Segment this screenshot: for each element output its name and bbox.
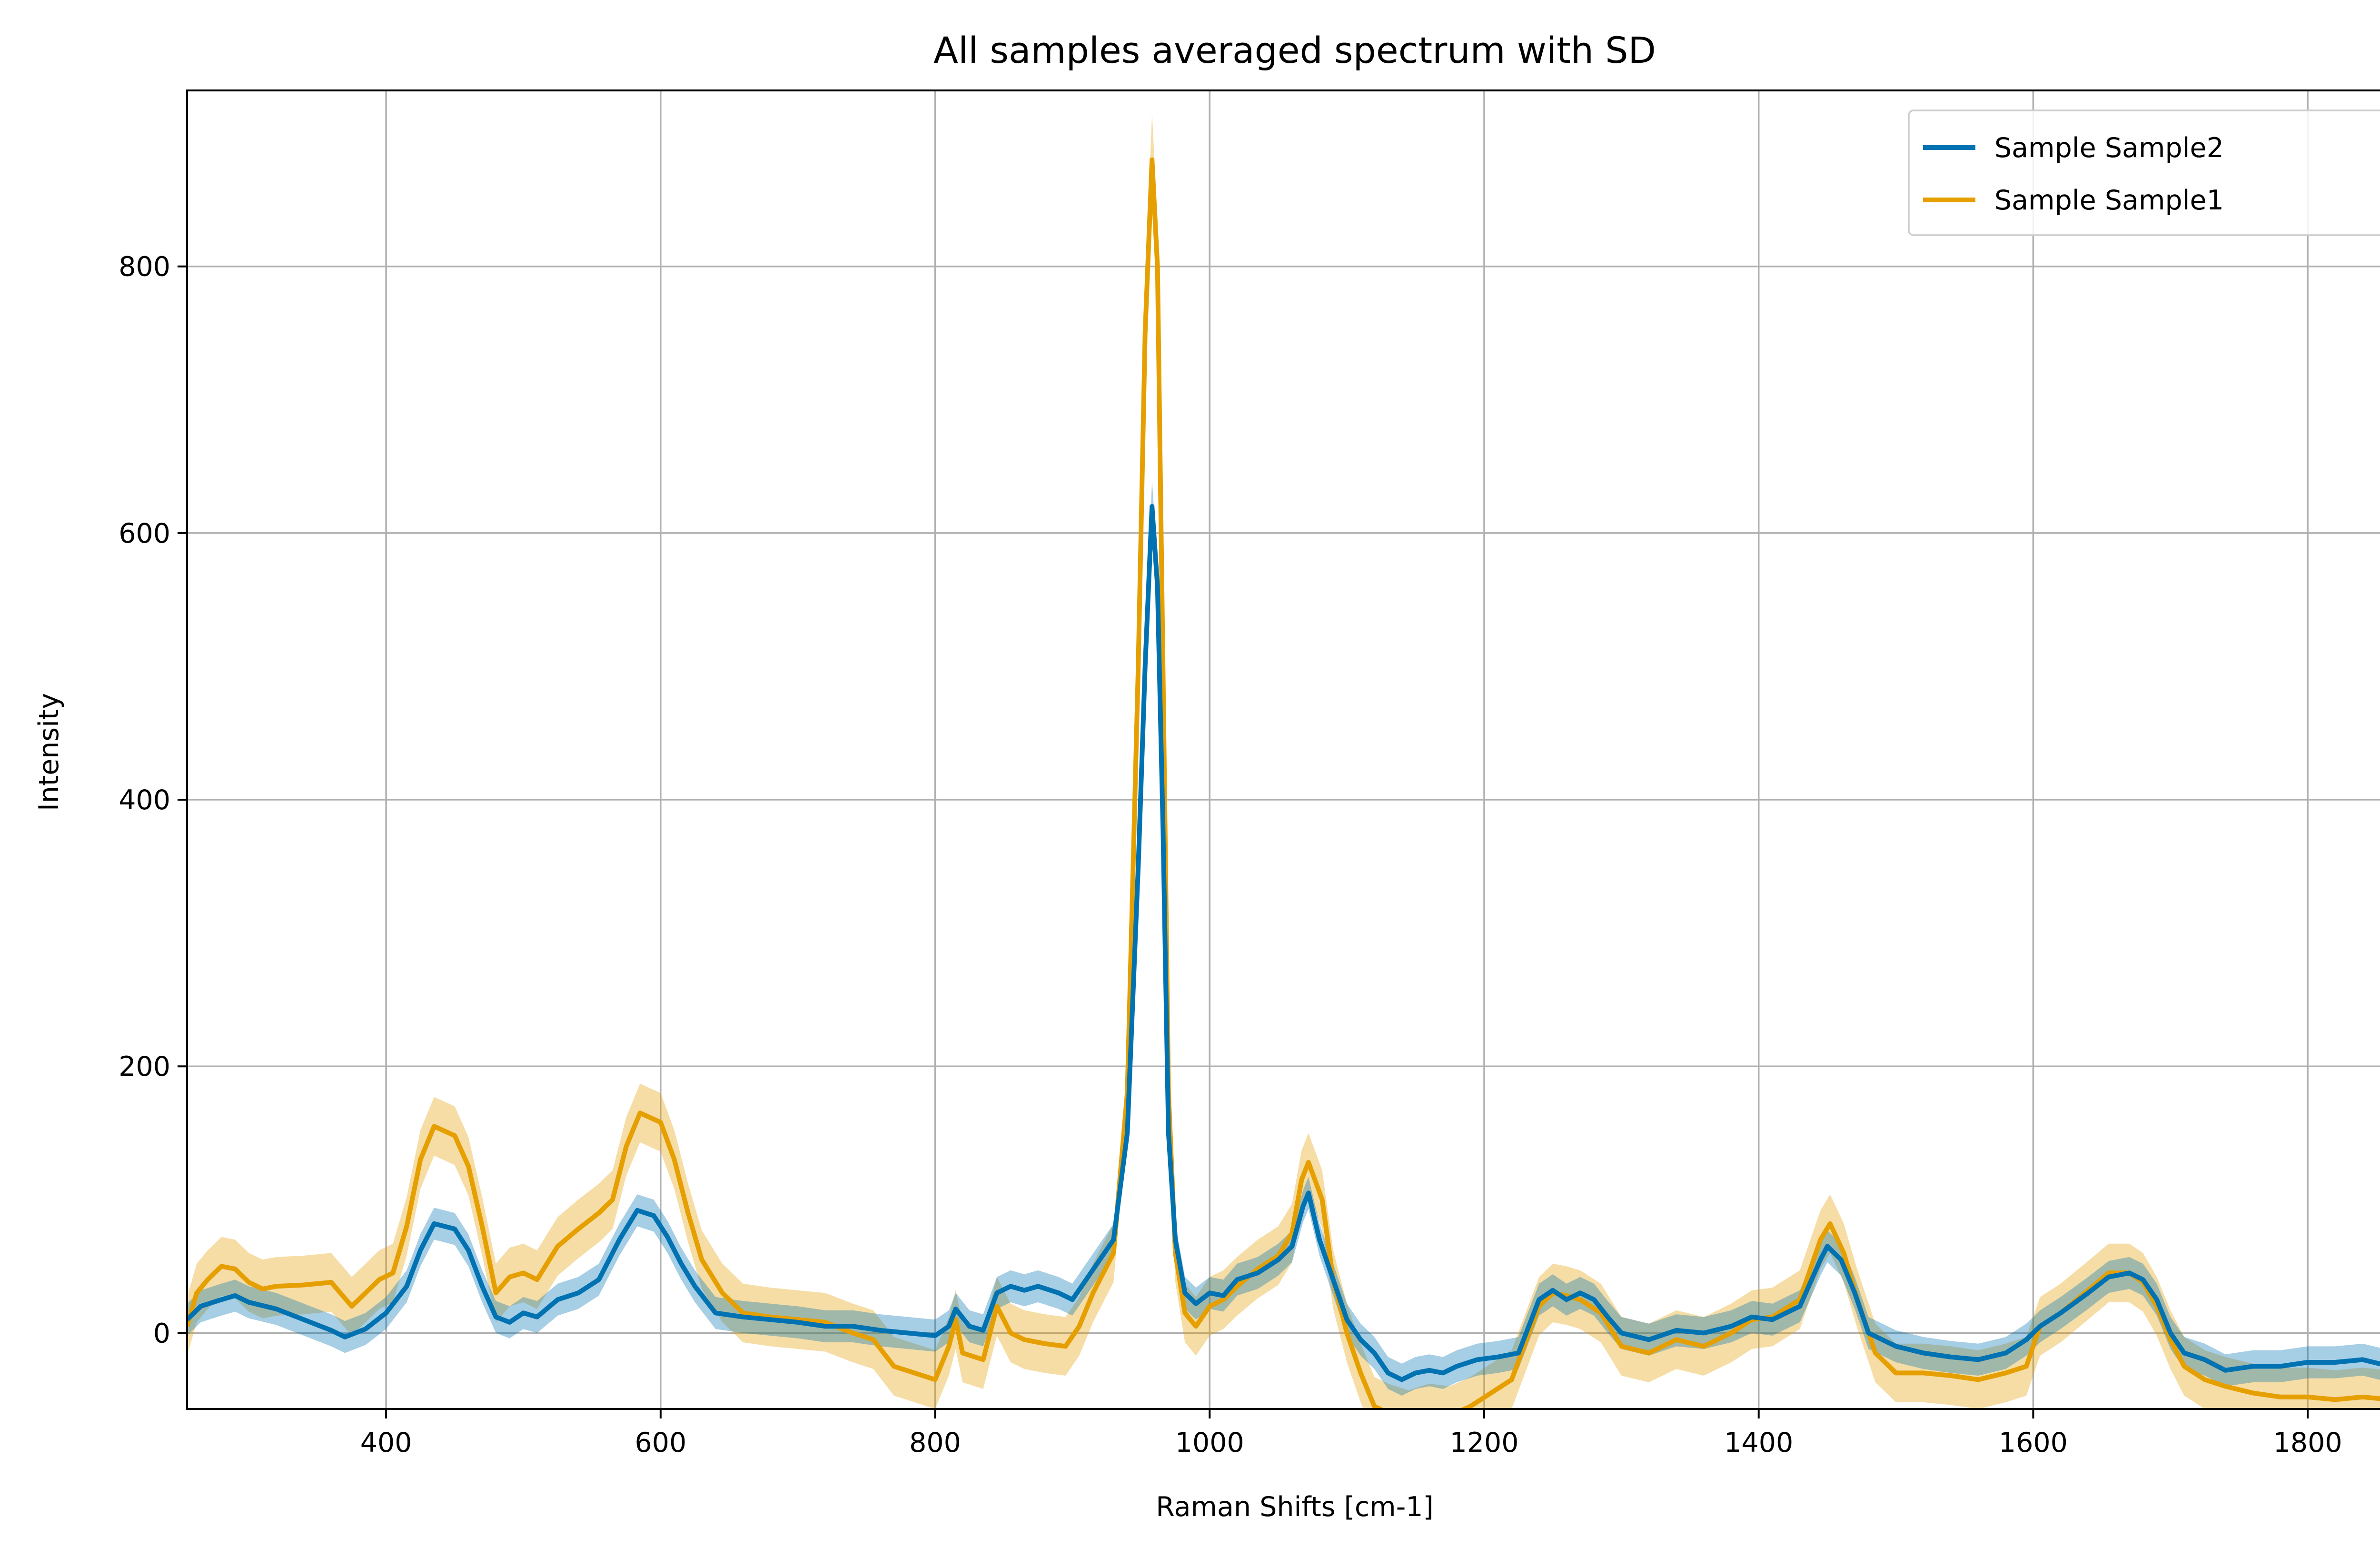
x-tick-label: 1000 bbox=[1175, 1427, 1244, 1458]
legend-label: Sample Sample1 bbox=[1994, 185, 2224, 216]
y-tick-label: 0 bbox=[153, 1318, 170, 1349]
series-line-sample-sample1 bbox=[187, 157, 2380, 1409]
plot-frame bbox=[186, 89, 2380, 1410]
y-tick-label: 600 bbox=[119, 518, 170, 549]
y-tick-label: 200 bbox=[119, 1051, 170, 1082]
x-tick-label: 1800 bbox=[2273, 1427, 2342, 1458]
x-tick-label: 400 bbox=[360, 1427, 412, 1458]
x-tick-label: 1200 bbox=[1449, 1427, 1518, 1458]
y-tick-label: 400 bbox=[119, 784, 170, 816]
legend: Sample Sample2 Sample Sample1 bbox=[1908, 109, 2380, 236]
x-axis-label: Raman Shifts [cm-1] bbox=[1156, 1491, 1434, 1523]
series-line-sample-sample2 bbox=[187, 504, 2380, 1382]
series-lines bbox=[187, 157, 2380, 1409]
legend-box bbox=[1908, 109, 2380, 236]
chart-title: All samples averaged spectrum with SD bbox=[933, 29, 1656, 71]
x-tick-label: 600 bbox=[635, 1427, 686, 1458]
x-tick-label: 1400 bbox=[1724, 1427, 1793, 1458]
x-tick-label: 1600 bbox=[1999, 1427, 2068, 1458]
y-axis-label: Intensity bbox=[33, 693, 65, 811]
axis-ticks: 400 600 800 1000 1200 1400 1600 1800 0 200 400 600 8… bbox=[119, 251, 2342, 1458]
legend-label: Sample Sample2 bbox=[1994, 132, 2224, 164]
x-tick-label: 800 bbox=[909, 1427, 961, 1458]
grid-lines bbox=[187, 90, 2380, 1409]
y-tick-label: 800 bbox=[119, 251, 170, 283]
